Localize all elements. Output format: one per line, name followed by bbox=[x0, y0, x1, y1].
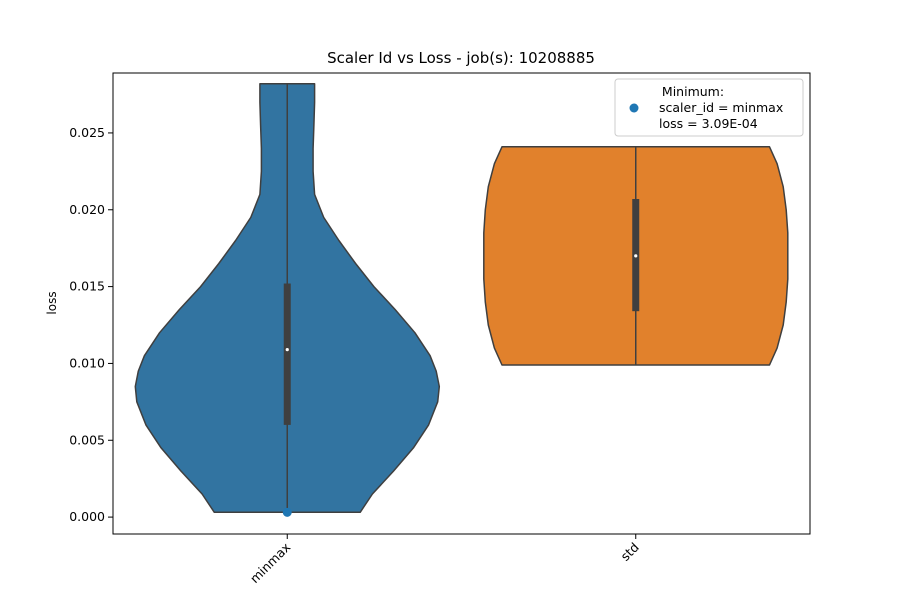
y-tick-label: 0.000 bbox=[69, 509, 105, 524]
y-axis-label: loss bbox=[45, 291, 59, 314]
plot-area: 0.000 0.005 0.010 0.015 0.020 0.025 minmax std bbox=[69, 83, 789, 587]
legend-marker bbox=[629, 103, 639, 113]
legend-line-loss: loss = 3.09E-04 bbox=[659, 116, 758, 131]
y-tick-label: 0.005 bbox=[69, 432, 105, 447]
minimum-point bbox=[282, 507, 292, 517]
y-tick-label: 0.025 bbox=[69, 125, 105, 140]
plot-frame bbox=[112, 72, 811, 535]
legend: Minimum: scaler_id = minmax loss = 3.09E… bbox=[614, 78, 804, 137]
iqr-box-minmax bbox=[283, 283, 291, 425]
legend-box bbox=[614, 78, 804, 137]
median-point-minmax bbox=[285, 348, 289, 352]
y-tick-label: 0.020 bbox=[69, 202, 105, 217]
median-point-std bbox=[634, 254, 638, 258]
y-tick-label: 0.010 bbox=[69, 355, 105, 370]
chart-title: Scaler Id vs Loss - job(s): 10208885 bbox=[327, 49, 595, 67]
x-tick-label: minmax bbox=[247, 540, 294, 587]
legend-line-scaler: scaler_id = minmax bbox=[659, 100, 783, 115]
legend-title: Minimum: bbox=[662, 84, 724, 99]
y-tick-label: 0.015 bbox=[69, 279, 105, 294]
x-tick-label: std bbox=[618, 540, 642, 564]
